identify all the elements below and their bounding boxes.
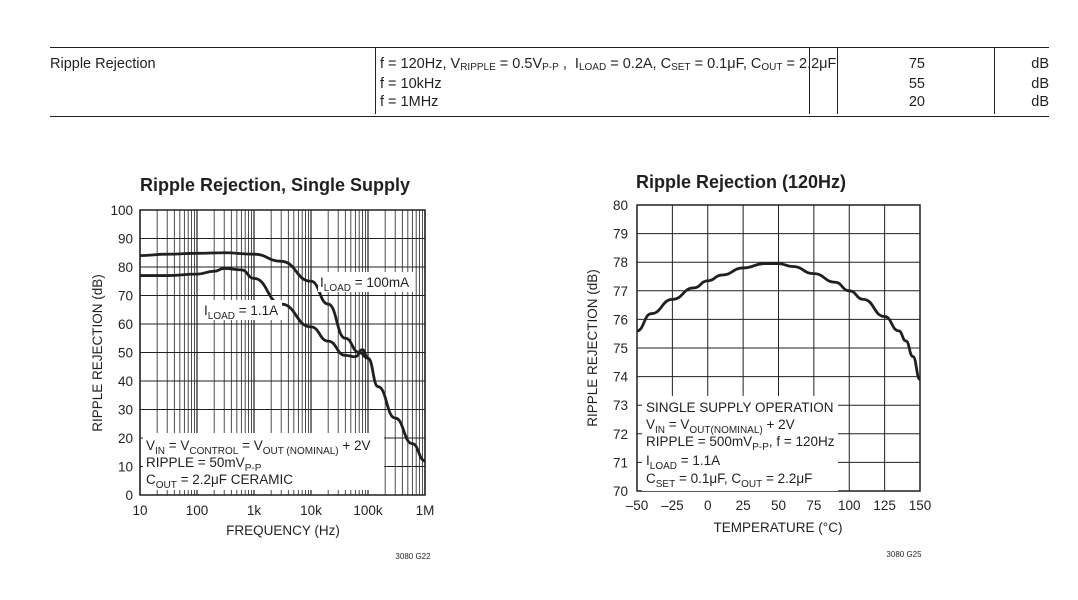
- chart2-condition-1: SINGLE SUPPLY OPERATION: [646, 400, 834, 415]
- chart1-ytick-label: 80: [118, 260, 133, 275]
- value-row-2: 55: [908, 76, 925, 92]
- chart2-y-ticks: 70 71 72 73 74 75 76 77 78 79 80: [613, 198, 629, 499]
- chart2-condition-3: RIPPLE = 500mVP-P, f = 120Hz: [646, 434, 835, 453]
- chart2-grid: [636, 204, 921, 492]
- chart2-conditions-bg: [642, 396, 838, 491]
- chart1-series-line-1: [140, 267, 369, 360]
- chart2-title: Ripple Rejection (120Hz): [636, 172, 846, 192]
- chart2-xtick-label: –50: [626, 498, 649, 513]
- chart1-xtick-label: 1k: [247, 503, 262, 518]
- chart2-ytick-label: 71: [613, 455, 628, 470]
- chart1-xtick-label: 100: [186, 503, 209, 518]
- chart2-ytick-label: 74: [613, 370, 629, 385]
- chart1-condition-2: RIPPLE = 50mVP-P: [146, 455, 262, 474]
- chart1-xtick-label: 10k: [300, 503, 322, 518]
- chart2-ytick-label: 80: [613, 198, 628, 213]
- table-divider: [837, 48, 838, 114]
- chart1-series: [139, 251, 426, 463]
- chart1-xtick-label: 100k: [353, 503, 383, 518]
- chart2-series: [636, 262, 922, 381]
- chart-ripple-120hz: Ripple Rejection (120Hz) 707172737475767…: [585, 172, 931, 559]
- condition-row-1: f = 120Hz, VRIPPLE = 0.5VP-P , ILOAD = 0…: [380, 56, 837, 73]
- condition-row-3: f = 1MHz: [380, 94, 439, 110]
- chart1-x-ticks: 10 100 1k 10k 100k 1M: [132, 503, 434, 518]
- chart2-ytick-label: 75: [613, 341, 628, 356]
- chart2-xtick-label: 150: [909, 498, 932, 513]
- condition-row-2: f = 10kHz: [380, 76, 442, 92]
- chart2-x-ticks: –50 –25 0 25 50 75 100 125 150: [626, 498, 932, 513]
- parameter-name: Ripple Rejection: [50, 56, 156, 72]
- chart2-ytick-label: 77: [613, 284, 628, 299]
- chart2-xtick-label: 75: [806, 498, 821, 513]
- chart1-figure-code: 3080 G22: [395, 552, 431, 561]
- chart-ripple-single-supply: Ripple Rejection, Single Supply 01020304…: [90, 175, 434, 561]
- chart1-ylabel: RIPPLE REJECTION (dB): [90, 274, 105, 432]
- chart1-ytick-label: 40: [118, 374, 133, 389]
- chart1-ytick-label: 50: [118, 346, 133, 361]
- chart2-ytick-label: 79: [613, 227, 628, 242]
- spec-table: Ripple Rejection f = 120Hz, VRIPPLE = 0.…: [50, 47, 1049, 117]
- chart2-xtick-label: 100: [838, 498, 861, 513]
- unit-row-1: dB: [1031, 56, 1049, 72]
- chart1-plot-frame: [139, 209, 426, 496]
- chart1-ytick-label: 70: [118, 289, 133, 304]
- chart2-xtick-label: 50: [771, 498, 786, 513]
- table-divider: [809, 48, 810, 114]
- unit-row-2: dB: [1031, 76, 1049, 92]
- chart1-label-bg: [202, 300, 282, 320]
- chart2-condition-5: CSET = 0.1μF, COUT = 2.2μF: [646, 471, 812, 490]
- chart2-xlabel: TEMPERATURE (°C): [714, 520, 843, 535]
- chart2-series-line-0: [636, 262, 922, 381]
- chart1-series-line-0: [139, 251, 426, 463]
- chart2-xtick-label: 125: [873, 498, 896, 513]
- value-row-1: 75: [908, 56, 925, 72]
- chart1-condition-3: COUT = 2.2μF CERAMIC: [146, 472, 293, 491]
- chart1-y-ticks: 0 10 20 30 40 50 60 70 80 90 100: [110, 203, 133, 503]
- table-divider: [994, 48, 995, 114]
- chart1-ytick-label: 90: [118, 232, 133, 247]
- chart2-ytick-label: 70: [613, 484, 628, 499]
- value-row-3: 20: [908, 94, 925, 110]
- chart1-ytick-label: 100: [110, 203, 133, 218]
- chart2-figure-code: 3080 G25: [886, 550, 922, 559]
- chart1-xlabel: FREQUENCY (Hz): [226, 523, 340, 538]
- chart2-ytick-label: 76: [613, 312, 628, 327]
- chart2-xtick-label: 25: [736, 498, 751, 513]
- chart1-ytick-label: 20: [118, 431, 133, 446]
- chart2-ytick-label: 72: [613, 427, 628, 442]
- chart1-ytick-label: 60: [118, 317, 133, 332]
- chart2-ytick-label: 73: [613, 398, 628, 413]
- chart1-xtick-label: 1M: [416, 503, 435, 518]
- chart2-ylabel: RIPPLE REJECTION (dB): [585, 269, 600, 427]
- chart1-xtick-label: 10: [132, 503, 147, 518]
- chart1-label-bg: [318, 272, 415, 292]
- chart1-ytick-label: 30: [118, 403, 133, 418]
- chart1-title: Ripple Rejection, Single Supply: [140, 175, 410, 195]
- chart1-ytick-label: 10: [118, 460, 133, 475]
- chart1-conditions-bg: [143, 433, 384, 490]
- chart2-xtick-label: –25: [661, 498, 684, 513]
- unit-row-3: dB: [1031, 94, 1049, 110]
- chart2-xtick-label: 0: [704, 498, 712, 513]
- chart2-ytick-label: 78: [613, 255, 628, 270]
- table-divider: [375, 48, 376, 114]
- chart1-ytick-label: 0: [125, 488, 133, 503]
